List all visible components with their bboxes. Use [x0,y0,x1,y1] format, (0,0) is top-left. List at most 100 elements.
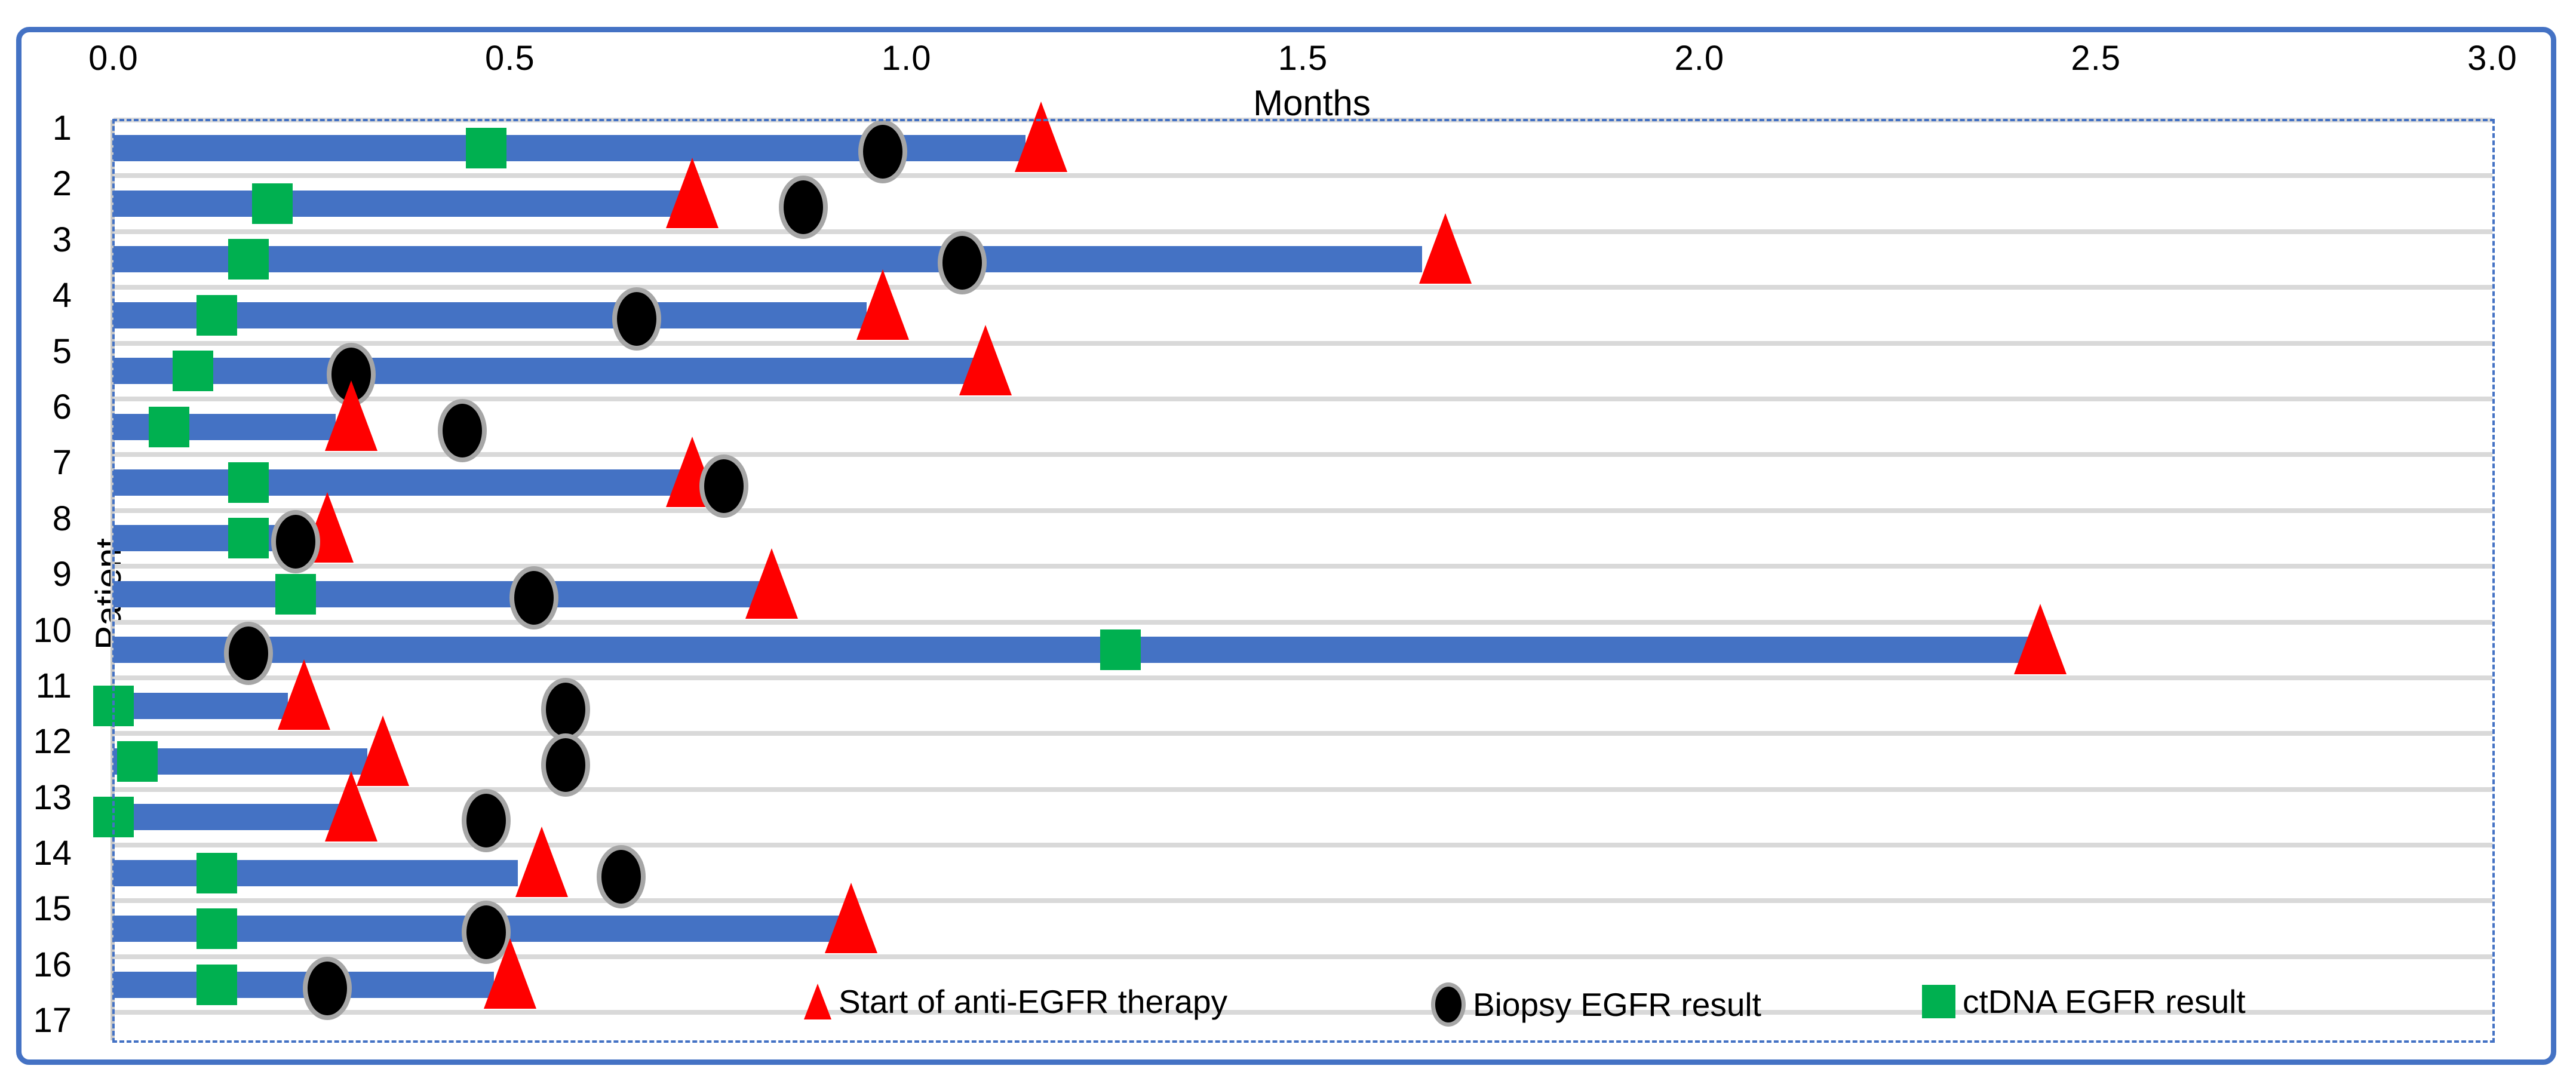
patient-3-ctdna-marker [228,239,269,280]
y-tick-12: 12 [33,722,72,761]
patient-2-ctdna-marker [251,183,293,225]
patient-4-bar [113,302,867,328]
legend-label-biopsy: Biopsy EGFR result [1473,986,1761,1023]
y-tick-17: 17 [33,1001,72,1040]
patient-4-ctdna-marker [196,294,237,336]
legend-item-therapy: Start of anti-EGFR therapy [804,982,1227,1021]
y-tick-14: 14 [33,834,72,873]
patient-2-biopsy-marker [779,176,828,239]
patient-14-therapy-marker [515,827,568,898]
patient-4-biopsy-marker [612,287,662,351]
patient-10-therapy-marker [2014,603,2067,674]
legend-item-ctdna: ctDNA EGFR result [1922,982,2246,1021]
y-tick-4: 4 [52,276,72,315]
y-tick-3: 3 [52,220,72,259]
patient-1-biopsy-marker [858,119,907,183]
patient-3-therapy-marker [1419,213,1472,284]
gridline [113,843,2492,848]
y-tick-1: 1 [52,109,72,148]
y-tick-5: 5 [52,331,72,371]
patient-10-bar [113,637,2032,664]
gridline [113,898,2492,904]
patient-15-therapy-marker [824,882,877,953]
patient-3-biopsy-marker [937,231,987,295]
x-tick-1.0: 1.0 [881,39,932,78]
x-tick-2.5: 2.5 [2071,39,2121,78]
gridline [113,340,2492,346]
patient-13-bar [113,804,344,831]
legend-item-biopsy: Biopsy EGFR result [1431,982,1761,1027]
y-tick-10: 10 [33,610,72,650]
gridline [113,619,2492,625]
gridline [113,508,2492,513]
patient-8-ctdna-marker [228,518,269,559]
y-tick-2: 2 [52,164,72,204]
patient-5-therapy-marker [959,324,1012,395]
gridline [113,731,2492,736]
patient-1-therapy-marker [1015,102,1068,173]
patient-9-therapy-marker [745,548,798,619]
patient-7-ctdna-marker [228,462,269,503]
patient-11-therapy-marker [277,659,330,730]
patient-16-ctdna-marker [196,964,237,1005]
gridline [113,1010,2492,1015]
y-tick-13: 13 [33,778,72,817]
patient-16-biopsy-marker [303,956,352,1020]
gridline [113,954,2492,959]
patient-5-ctdna-marker [172,351,213,392]
triangle-icon [804,984,831,1019]
patient-15-ctdna-marker [196,908,237,950]
patient-9-bar [113,581,764,607]
circle-icon [1431,982,1466,1027]
y-tick-9: 9 [52,555,72,594]
patient-8-biopsy-marker [271,510,321,574]
plot-area-dashed-border [112,119,2495,1043]
gridline [113,675,2492,680]
patient-10-biopsy-marker [223,622,273,686]
patient-7-biopsy-marker [699,454,749,518]
patient-9-ctdna-marker [275,573,317,615]
patient-6-biopsy-marker [438,398,487,462]
patient-9-biopsy-marker [509,566,558,629]
patient-6-therapy-marker [325,380,378,452]
patient-6-ctdna-marker [148,406,189,447]
legend-label-ctdna: ctDNA EGFR result [1963,983,2246,1020]
x-tick-0.0: 0.0 [88,39,139,78]
patient-2-therapy-marker [666,157,719,228]
x-tick-1.5: 1.5 [1278,39,1328,78]
gridline [113,452,2492,457]
legend-label-therapy: Start of anti-EGFR therapy [839,983,1228,1020]
gridline [113,396,2492,401]
gridline [113,173,2492,179]
x-tick-0.5: 0.5 [485,39,535,78]
patient-12-ctdna-marker [116,741,158,782]
square-icon [1922,985,1955,1018]
patient-14-biopsy-marker [596,844,646,908]
patient-7-bar [113,469,684,496]
y-tick-7: 7 [52,443,72,483]
gridline [113,787,2492,792]
patient-1-ctdna-marker [466,127,506,168]
gridline [113,285,2492,290]
patient-5-bar [113,358,978,385]
gridline [113,564,2492,569]
patient-14-bar [113,859,518,886]
y-tick-16: 16 [33,945,72,984]
y-tick-8: 8 [52,499,72,538]
patient-14-ctdna-marker [196,852,237,893]
patient-11-bar [113,692,288,719]
x-tick-3.0: 3.0 [2467,39,2517,78]
y-tick-15: 15 [33,889,72,929]
patient-2-bar [113,191,684,217]
patient-4-therapy-marker [856,269,909,340]
legend: Start of anti-EGFR therapy Biopsy EGFR r… [0,982,2576,1027]
x-axis-title: Months [1253,83,1371,123]
y-tick-11: 11 [35,666,72,705]
patient-12-biopsy-marker [541,733,590,797]
gridline [113,229,2492,234]
patient-10-ctdna-marker [1100,629,1141,671]
x-tick-2.0: 2.0 [1674,39,1725,78]
patient-13-biopsy-marker [462,789,511,853]
patient-16-therapy-marker [483,938,536,1009]
